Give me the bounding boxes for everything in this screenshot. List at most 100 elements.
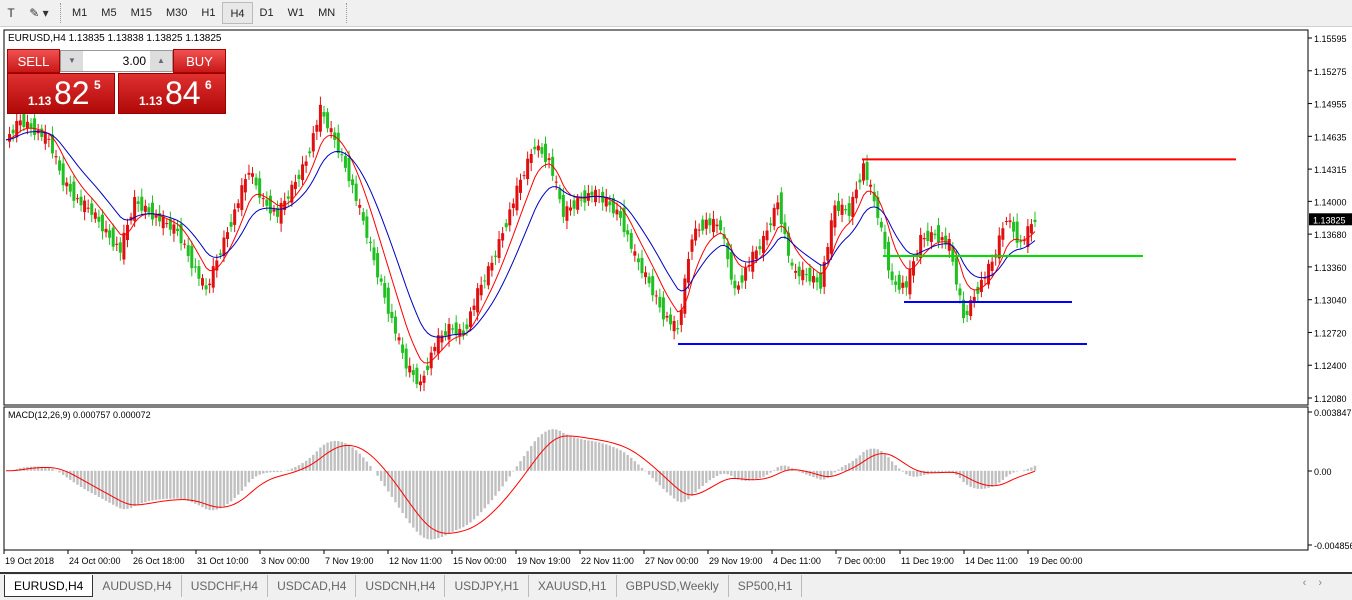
macd-bar — [433, 470, 436, 540]
candle-body — [519, 179, 522, 193]
timeframe-m5[interactable]: M5 — [101, 7, 117, 19]
candle-body — [90, 203, 94, 215]
timeframe-w1[interactable]: W1 — [287, 7, 305, 19]
macd-bar — [279, 470, 283, 472]
candle-body — [97, 216, 101, 222]
tab-usdjpy-h1[interactable]: USDJPY,H1 — [445, 575, 529, 597]
candle-body — [808, 267, 812, 282]
tab-usdchf-h4[interactable]: USDCHF,H4 — [182, 575, 269, 597]
macd-bar — [483, 470, 486, 509]
macd-tick-label: 0.003847 — [1314, 408, 1352, 418]
macd-bar — [722, 470, 726, 474]
candle-body — [740, 275, 744, 283]
buy-button[interactable]: BUY — [173, 49, 226, 73]
macd-bar — [669, 470, 672, 496]
macd-bar — [898, 468, 901, 471]
candle-body — [240, 185, 244, 211]
candle-body — [204, 285, 208, 290]
tab-audusd-h4[interactable]: AUDUSD,H4 — [93, 575, 182, 597]
candle-body — [390, 311, 394, 319]
candle-body — [894, 281, 898, 285]
candle-body — [604, 197, 608, 207]
macd-bar — [469, 470, 472, 523]
macd-bar — [422, 470, 426, 538]
lot-increase-icon[interactable]: ▲ — [150, 51, 172, 71]
candle-body — [879, 221, 883, 228]
tab-usdcnh-h4[interactable]: USDCNH,H4 — [356, 575, 446, 597]
tab-gbpusd-weekly[interactable]: GBPUSD,Weekly — [617, 575, 729, 597]
candle-body — [465, 324, 469, 329]
macd-bar — [319, 447, 322, 471]
macd-bar — [101, 470, 104, 499]
macd-bar — [111, 470, 115, 505]
macd-tick-label: -0.004856 — [1314, 541, 1352, 551]
text-tool-icon[interactable]: T — [7, 6, 15, 20]
candle-body — [969, 300, 973, 317]
lot-decrease-icon[interactable]: ▼ — [61, 51, 83, 71]
candle-body — [293, 181, 297, 190]
tab-eurusd-h4[interactable]: EURUSD,H4 — [4, 575, 94, 597]
tab-usdcad-h4[interactable]: USDCAD,H4 — [268, 575, 357, 597]
timeframe-m15[interactable]: M15 — [130, 7, 152, 19]
candle-body — [397, 337, 401, 341]
objects-tool-icon[interactable]: ✎ ▾ — [29, 6, 49, 20]
candle-body — [647, 276, 651, 284]
candle-body — [672, 320, 676, 332]
buy-price[interactable]: 1.13 84 6 — [118, 73, 226, 114]
macd-bar — [376, 470, 379, 476]
tab-scroll-arrows[interactable]: ‹› — [1302, 577, 1334, 589]
sell-button[interactable]: SELL — [7, 49, 60, 73]
candle-body — [61, 163, 65, 186]
macd-bar — [390, 470, 394, 497]
lot-size-input[interactable]: 3.00 — [122, 54, 146, 68]
candle-body — [190, 245, 194, 269]
macd-bar — [730, 470, 733, 476]
timeframe-h1[interactable]: H1 — [201, 7, 216, 19]
candle-body — [365, 216, 369, 238]
candle-body — [836, 201, 840, 211]
timeframe-m1[interactable]: M1 — [72, 7, 88, 19]
macd-bar — [51, 468, 54, 471]
macd-label: MACD(12,26,9) 0.000757 0.000072 — [8, 410, 151, 420]
macd-bar — [797, 470, 801, 472]
lot-size-stepper[interactable]: ▼ 3.00 ▲ — [60, 50, 173, 72]
chart-area[interactable]: 1.15595 1.15275 1.14955 1.14635 1.14315 1.140… — [0, 28, 1352, 568]
candle-body — [201, 278, 205, 286]
macd-bar — [1008, 470, 1012, 475]
macd-bar — [129, 470, 133, 508]
macd-bar — [447, 470, 451, 534]
macd-bar — [297, 465, 301, 471]
candle-body — [708, 218, 712, 226]
price-tick-label: 1.15595 — [1314, 34, 1347, 44]
tab-sp500-h1[interactable]: SP500,H1 — [729, 575, 803, 597]
macd-bar — [630, 457, 633, 471]
candle-body — [611, 198, 615, 214]
candle-body — [815, 277, 819, 283]
candle-body — [436, 335, 440, 354]
macd-bar — [848, 463, 851, 471]
candle-body — [951, 246, 955, 262]
macd-bar — [562, 432, 565, 471]
candle-body — [622, 207, 626, 233]
timeframe-h4[interactable]: H4 — [222, 2, 253, 24]
candle-body — [651, 276, 655, 296]
macd-bar — [501, 470, 504, 487]
macd-bar — [794, 470, 797, 471]
candle-body — [351, 179, 355, 186]
macd-bar — [179, 470, 183, 500]
candle-body — [786, 232, 790, 256]
candle-body — [840, 204, 844, 215]
timeframe-m30[interactable]: M30 — [165, 7, 188, 19]
sell-price[interactable]: 1.13 82 5 — [7, 73, 115, 114]
macd-bar — [69, 470, 72, 480]
macd-bar — [354, 450, 358, 471]
macd-bar — [515, 466, 519, 471]
timeframe-d1[interactable]: D1 — [259, 7, 274, 19]
tab-xauusd-h1[interactable]: XAUUSD,H1 — [529, 575, 617, 597]
candle-body — [276, 207, 280, 217]
candle-body — [536, 145, 540, 151]
candle-body — [779, 192, 783, 225]
timeframe-mn[interactable]: MN — [318, 7, 336, 19]
macd-bar — [919, 470, 922, 476]
macd-bar — [251, 470, 254, 479]
